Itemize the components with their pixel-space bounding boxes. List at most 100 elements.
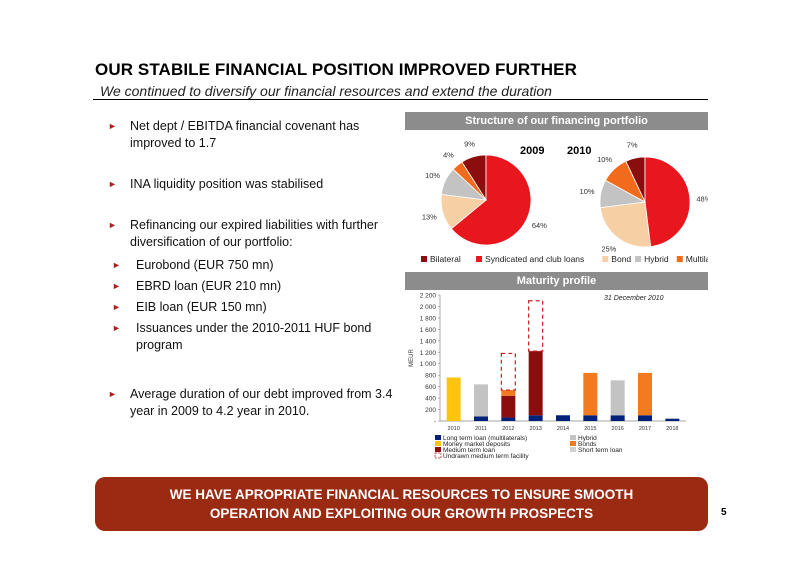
bullet-arrow-icon: ► (108, 220, 117, 230)
bar-segment (528, 415, 543, 421)
financing-portfolio-pies: 2009 9% 64% 13% 10% 4% 2010 7% 48% 25% 10% 10% Bilat… (421, 139, 708, 264)
legend-label: Bond (611, 254, 631, 264)
pie-slice (599, 201, 652, 248)
legend-swatch (435, 435, 441, 440)
pie-slice (452, 161, 487, 201)
x-tick-label: 2018 (666, 426, 678, 432)
bullet-arrow-icon: ► (112, 281, 121, 291)
y-tick-label: - (434, 419, 436, 426)
legend-label: Long term loan (multilaterals) (443, 435, 527, 442)
bullet-arrow-icon: ► (112, 302, 121, 312)
legend-swatch (435, 441, 441, 446)
legend-swatch (421, 256, 427, 262)
pie-slice-label: 4% (443, 151, 454, 160)
y-tick-label: 1 600 (420, 327, 437, 334)
y-tick-label: 800 (425, 373, 436, 380)
bullet-item: ► INA liquidity position was stabilised (108, 176, 398, 193)
bar-segment (500, 352, 516, 391)
pie-year-label: 2010 (567, 145, 591, 157)
conclusion-banner: WE HAVE APROPRIATE FINANCIAL RESOURCES T… (95, 477, 708, 531)
y-tick-label: 2 000 (420, 304, 437, 311)
y-axis-label: MEUR (409, 349, 415, 367)
bar-segment (583, 372, 598, 416)
sub-bullet-text: EBRD loan (EUR 210 mn) (136, 279, 282, 293)
y-tick-label: 600 (425, 384, 436, 391)
legend-label: Undrawn medium term facility (443, 453, 529, 460)
bullet-text: Average duration of our debt improved fr… (130, 387, 393, 418)
y-tick-label: 1 800 (420, 315, 437, 322)
pie-slice (605, 160, 646, 203)
y-tick-label: 1 400 (420, 338, 437, 345)
bar-segment (528, 351, 543, 416)
legend-swatch (570, 435, 576, 440)
bullet-list: ► Net dept / EBITDA financial covenant h… (108, 118, 398, 420)
sub-bullet-item: ► EBRD loan (EUR 210 mn) (108, 278, 398, 295)
bullet-arrow-icon: ► (112, 260, 121, 270)
legend-label: Short term loan (578, 447, 623, 454)
bar-segment (501, 417, 516, 421)
pie-slice-label: 13% (422, 212, 437, 221)
bar-segment (501, 395, 516, 418)
legend-swatch (602, 256, 609, 262)
bullet-item: ► Net dept / EBITDA financial covenant h… (108, 118, 398, 152)
bar-segment (474, 416, 488, 421)
bar-segment (528, 300, 544, 352)
x-tick-label: 2011 (475, 426, 487, 432)
sub-bullet-item: ► Eurobond (EUR 750 mn) (108, 257, 398, 274)
bullet-text: Refinancing our expired liabilities with… (130, 218, 379, 249)
title-divider (93, 99, 708, 100)
legend-label: Bilateral (430, 254, 461, 264)
x-tick-label: 2017 (639, 426, 651, 432)
legend-label: Multilaterals (686, 254, 708, 264)
pie-slice (644, 156, 691, 248)
sub-bullet-list: ► Eurobond (EUR 750 mn) ► EBRD loan (EUR… (108, 257, 398, 354)
pie-year-label: 2009 (520, 145, 544, 157)
pie-slice (450, 154, 532, 246)
x-tick-label: 2015 (584, 426, 596, 432)
pie-slice-label: 64% (532, 221, 547, 230)
bullet-text: Net dept / EBITDA financial covenant has… (130, 119, 360, 150)
bar-segment (474, 384, 488, 417)
x-tick-label: 2013 (530, 426, 542, 432)
x-tick-label: 2016 (612, 426, 624, 432)
x-tick-label: 2012 (502, 426, 514, 432)
legend-label: Money market deposits (443, 441, 511, 448)
bullet-arrow-icon: ► (108, 121, 117, 131)
bar-segment (556, 415, 570, 421)
bullet-arrow-icon: ► (108, 179, 117, 189)
bullet-item: ► Refinancing our expired liabilities wi… (108, 217, 398, 251)
legend-swatch (476, 256, 483, 262)
pie-slice-label: 10% (580, 187, 595, 196)
x-tick-label: 2014 (557, 426, 569, 432)
slide-title: OUR STABILE FINANCIAL POSITION IMPROVED … (95, 60, 577, 79)
legend-swatch (435, 447, 441, 452)
legend-label: Hybrid (644, 254, 669, 264)
bullet-arrow-icon: ► (112, 323, 121, 333)
slide-subtitle: We continued to diversify our financial … (100, 83, 552, 99)
y-tick-label: 200 (425, 407, 436, 414)
sub-bullet-text: Eurobond (EUR 750 mn) (136, 258, 274, 272)
pie-slice-label: 7% (627, 140, 638, 149)
pie-slice-label: 25% (601, 245, 616, 254)
legend-label: Bonds (578, 441, 597, 448)
y-tick-label: 400 (425, 396, 436, 403)
legend-label: Medium term loan (443, 447, 495, 454)
banner-line-1: WE HAVE APROPRIATE FINANCIAL RESOURCES T… (169, 487, 634, 502)
legend-swatch (635, 256, 642, 262)
pie-slice-label: 10% (597, 155, 612, 164)
y-tick-label: 1 200 (420, 350, 437, 357)
banner-line-2: OPERATION AND EXPLOITING OUR GROWTH PROS… (209, 506, 594, 521)
legend-swatch (676, 256, 683, 262)
chart-annotation: 31 December 2010 (604, 295, 664, 302)
pie-slice-label: 10% (425, 171, 440, 180)
maturity-profile-header: Maturity profile (405, 272, 708, 290)
bar-segment (446, 377, 461, 421)
sub-bullet-item: ► Issuances under the 2010-2011 HUF bond… (108, 320, 398, 354)
bar-segment (501, 390, 516, 396)
y-tick-label: 2 200 (420, 293, 437, 300)
bar-segment (638, 415, 652, 421)
bullet-item: ► Average duration of our debt improved … (108, 386, 398, 420)
maturity-profile-chart: - 200 400 600 800 1 000 1 200 1 400 1 600 1 800 2 … (409, 293, 686, 460)
bar-segment (610, 380, 625, 416)
bullet-text: INA liquidity position was stabilised (130, 177, 324, 191)
